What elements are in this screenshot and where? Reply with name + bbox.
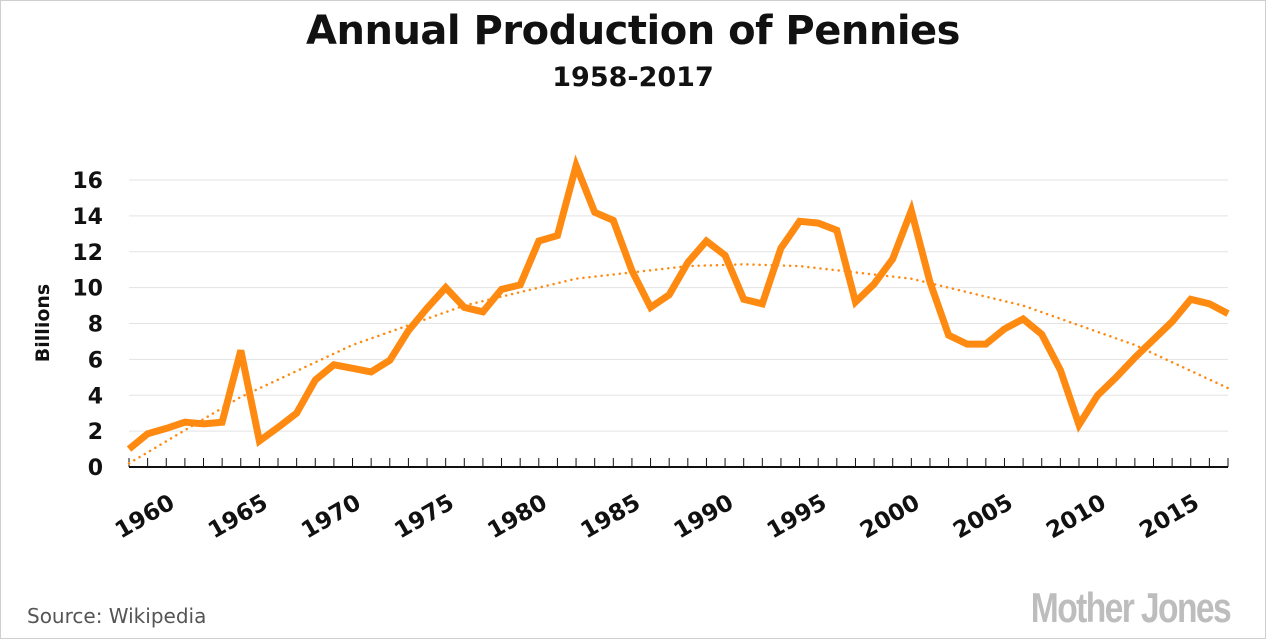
x-tick-label: 1980 [483,490,551,545]
x-axis: 1960 1965 1970 1975 1980 1985 1990 1995 2000 2005… [111,458,1229,545]
x-tick-label: 1995 [763,490,831,545]
y-tick-label: 0 [88,456,103,481]
y-tick-label: 14 [72,205,103,230]
source-note: Source: Wikipedia [27,604,207,628]
series-line [126,154,1230,452]
trend-line [127,263,1230,465]
y-tick-label: 4 [88,384,103,409]
x-tick-label: 2010 [1042,490,1110,545]
y-tick-label: 16 [72,169,103,194]
x-tick-label: 1990 [670,490,738,545]
chart-subtitle: 1958-2017 [552,62,714,93]
y-tick-label: 8 [88,313,103,338]
x-tick-label: 1985 [576,490,644,545]
x-tick-label: 1960 [111,490,179,545]
x-tick-label: 1965 [204,490,272,545]
series-layer [126,154,1230,465]
x-tick-label: 2015 [1135,490,1203,545]
x-tick-label: 1970 [297,490,365,545]
gridlines [129,179,1228,432]
x-tick-label: 2000 [856,490,924,545]
x-tick-label: 1975 [390,490,458,545]
chart-title: Annual Production of Pennies [306,8,960,54]
y-tick-label: 2 [88,420,103,445]
publisher-logo: Mother Jones [1030,584,1232,631]
y-tick-label: 6 [88,348,103,373]
y-tick-label: 12 [72,241,103,266]
x-tick-label: 2005 [949,490,1017,545]
y-axis-label: Billions [32,284,54,362]
y-axis: 0 2 4 6 8 10 12 14 16 [72,169,103,481]
y-tick-label: 10 [72,277,103,302]
